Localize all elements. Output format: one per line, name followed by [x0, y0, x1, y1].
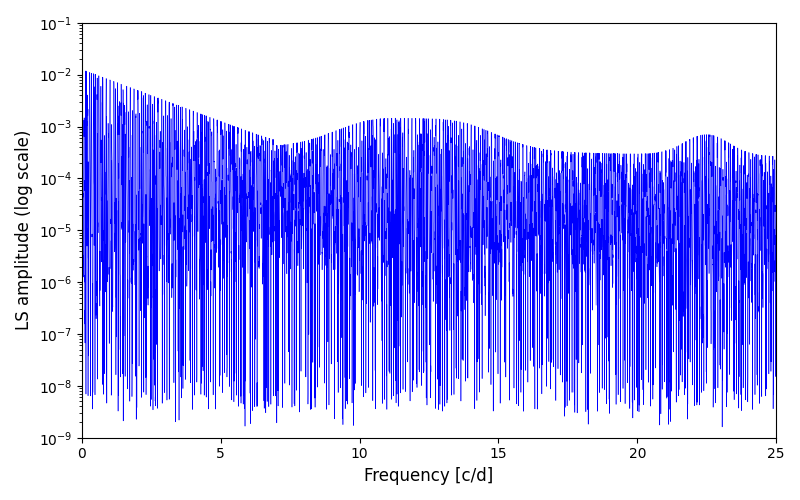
X-axis label: Frequency [c/d]: Frequency [c/d]: [364, 467, 494, 485]
Y-axis label: LS amplitude (log scale): LS amplitude (log scale): [15, 130, 33, 330]
